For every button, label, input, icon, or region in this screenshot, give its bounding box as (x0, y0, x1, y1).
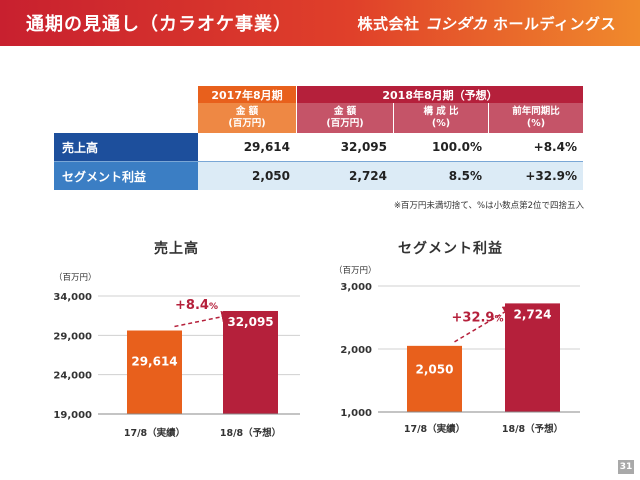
y-tick-label: 19,000 (53, 410, 92, 421)
growth-label: +32.9% (452, 310, 504, 325)
logo-brand: コシダカ (425, 15, 488, 33)
subheader-yoy: 前年同期比 (%) (488, 103, 583, 133)
logo-prefix: 株式会社 (357, 15, 420, 33)
row-label: 売上高 (54, 133, 198, 162)
category-label: 17/8（実績） (124, 427, 185, 439)
bar-value-label: 29,614 (131, 355, 177, 369)
chart-title-sales: 売上高 (154, 241, 199, 257)
logo-suffix: ホールディングス (493, 15, 616, 33)
financial-table: 2017年8月期 2018年8月期（予想） 金 額 (百万円) 金 額 (百万円) … (54, 86, 583, 190)
company-logo: 株式会社 コシダカ ホールディングス (358, 13, 616, 34)
row-label: セグメント利益 (54, 162, 198, 190)
subheader-ratio: 構 成 比 (%) (393, 103, 488, 133)
cell-value: 8.5% (393, 162, 488, 190)
cell-value: 100.0% (393, 133, 488, 162)
table-row-sales: 売上高 29,614 32,095 100.0% +8.4% (54, 133, 583, 162)
col-header-2018: 2018年8月期（予想） (296, 86, 583, 103)
y-tick-label: 2,000 (340, 345, 372, 356)
cell-value: 2,724 (296, 162, 393, 190)
y-tick-label: 1,000 (340, 408, 372, 419)
bar (407, 345, 462, 412)
bar (505, 303, 560, 412)
y-tick-label: 29,000 (53, 331, 92, 342)
cell-value: +32.9% (488, 162, 583, 190)
bar (223, 310, 278, 414)
table-corner (54, 86, 198, 103)
bar-value-label: 2,724 (514, 307, 552, 321)
page-title: 通期の見通し（カラオケ事業） (26, 14, 292, 35)
bar (127, 330, 182, 414)
category-label: 18/8（予想） (220, 427, 281, 439)
growth-unit: % (494, 314, 503, 324)
header-bar: 通期の見通し（カラオケ事業） 株式会社 コシダカ ホールディングス (0, 0, 640, 46)
category-label: 18/8（予想） (502, 423, 563, 435)
growth-arrow (454, 305, 516, 343)
bar-value-label: 32,095 (227, 315, 273, 329)
subheader-amount-2018: 金 額 (百万円) (296, 103, 393, 133)
cell-value: 29,614 (198, 133, 296, 162)
cell-value: 2,050 (198, 162, 296, 190)
growth-arrow (174, 310, 234, 328)
bar-value-label: 2,050 (416, 363, 454, 377)
y-tick-label: 3,000 (340, 282, 372, 293)
y-tick-label: 34,000 (53, 292, 92, 303)
growth-unit: % (209, 302, 218, 312)
page-number: 31 (618, 460, 634, 474)
growth-label: +8.4% (175, 298, 218, 313)
col-header-2017: 2017年8月期 (198, 86, 296, 103)
table-note: ※百万円未満切捨て、%は小数点第2位で四捨五入 (393, 201, 584, 211)
cell-value: +8.4% (488, 133, 583, 162)
y-tick-label: 24,000 (53, 371, 92, 382)
subheader-amount-2017: 金 額 (百万円) (198, 103, 296, 133)
chart-unit-sales: （百万円） (54, 273, 97, 283)
category-label: 17/8（実績） (404, 423, 465, 435)
cell-value: 32,095 (296, 133, 393, 162)
chart-title-segment: セグメント利益 (398, 241, 503, 257)
chart-unit-segment: （百万円） (334, 266, 377, 276)
table-row-segment-profit: セグメント利益 2,050 2,724 8.5% +32.9% (54, 162, 583, 190)
